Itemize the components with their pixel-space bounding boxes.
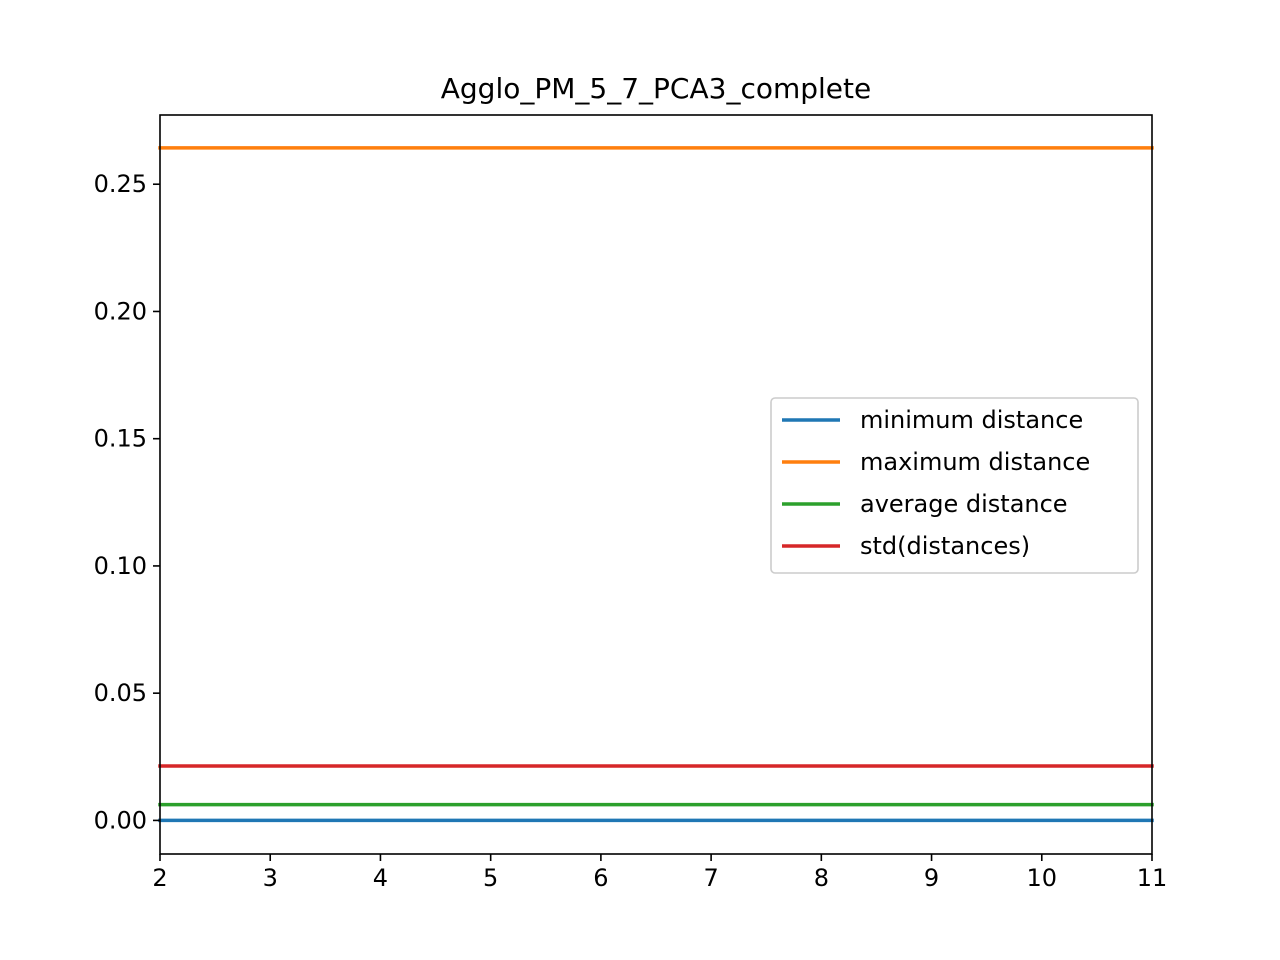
y-tick-label: 0.25 (94, 170, 147, 198)
x-tick-label: 5 (483, 864, 498, 892)
legend-label-0: minimum distance (860, 406, 1083, 434)
y-tick-label: 0.20 (94, 297, 147, 325)
y-tick-label: 0.05 (94, 679, 147, 707)
x-tick-label: 2 (152, 864, 167, 892)
x-tick-label: 9 (924, 864, 939, 892)
x-tick-label: 3 (263, 864, 278, 892)
x-tick-label: 11 (1137, 864, 1168, 892)
y-axis: 0.00 0.05 0.10 0.15 0.20 0.25 (94, 170, 160, 834)
legend-label-3: std(distances) (860, 532, 1030, 560)
y-tick-label: 0.00 (94, 806, 147, 834)
y-tick-label: 0.10 (94, 552, 147, 580)
x-axis: 2 3 4 5 6 7 8 9 10 11 (152, 854, 1167, 892)
x-tick-label: 4 (373, 864, 388, 892)
plot-frame (159, 114, 1153, 855)
y-tick-label: 0.15 (94, 425, 147, 453)
chart-title: Agglo_PM_5_7_PCA3_complete (441, 72, 871, 105)
x-tick-label: 10 (1027, 864, 1058, 892)
x-tick-label: 7 (703, 864, 718, 892)
legend-label-1: maximum distance (860, 448, 1090, 476)
legend-label-2: average distance (860, 490, 1068, 518)
legend: minimum distance maximum distance average … (770, 397, 1139, 574)
x-tick-label: 8 (814, 864, 829, 892)
x-tick-label: 6 (593, 864, 608, 892)
legend-box (770, 397, 1139, 574)
series-layer (158, 146, 1154, 823)
